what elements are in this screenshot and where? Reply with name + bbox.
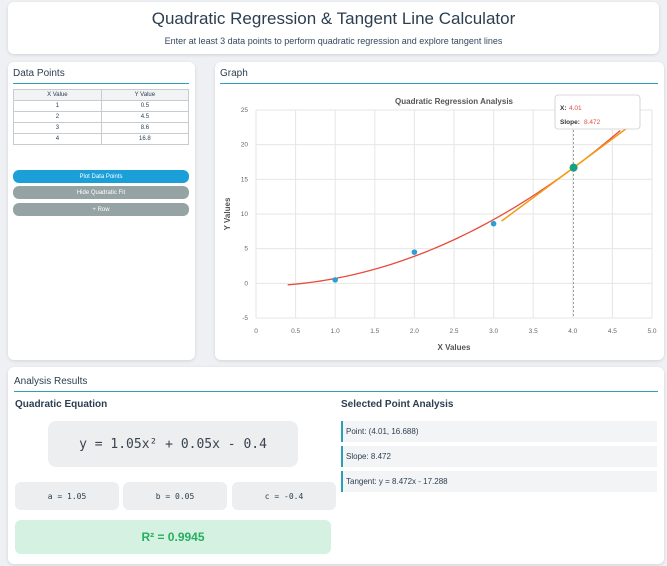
tooltip-x-label: X: [560,105,567,112]
table-row: 1 0.5 [13,100,190,112]
y-value-cell[interactable]: 4.5 [100,111,190,123]
selected-point-title: Selected Point Analysis [341,399,454,410]
x-tick-label: 2.5 [449,328,458,335]
chart-title: Quadratic Regression Analysis [395,97,514,106]
data-point [332,277,338,283]
x-tick-label: 4.0 [568,328,577,335]
x-tick-label: 2.0 [410,328,419,335]
plot-data-points-button[interactable]: Plot Data Points [13,170,189,183]
slope-info: Slope: 8.472 [341,446,657,467]
data-point [411,249,418,255]
x-value-cell[interactable]: 1 [13,100,102,112]
header: Quadratic Regression & Tangent Line Calc… [8,2,659,54]
graph-title: Graph [220,68,658,84]
tooltip-slope-label: Slope: [560,119,580,126]
coefficient-a: a = 1.05 [15,482,119,510]
data-points-table: X Value Y Value 1 0.5 2 4.5 3 8.6 4 16.8 [13,89,190,145]
y-value-cell[interactable]: 16.8 [100,133,190,145]
x-axis-label: X Values [438,343,471,352]
y-tick-label: 20 [241,142,249,149]
y-axis-label: Y Values [223,197,232,230]
x-tick-label: 1.0 [331,328,340,335]
tangent-line [501,126,629,222]
y-tick-label: 15 [241,176,249,183]
graph-panel: Graph Quadratic Regression Analysis 0 0.5 1… [215,62,664,360]
y-tick-label: 10 [241,211,249,218]
hide-quadratic-fit-button[interactable]: Hide Quadratic Fit [13,186,189,199]
coefficient-c: c = -0.4 [232,482,336,510]
analysis-results-panel: Analysis Results Quadratic Equation Sele… [8,367,664,564]
equation-display: y = 1.05x² + 0.05x - 0.4 [48,421,298,467]
x-value-cell[interactable]: 2 [13,111,102,123]
tangent-equation-info: Tangent: y = 8.472x - 17.288 [341,471,657,492]
x-tick-label: 0.5 [291,328,300,335]
add-row-button[interactable]: + Row [13,203,189,216]
data-points-panel: Data Points X Value Y Value 1 0.5 2 4.5 … [8,62,195,360]
x-value-cell[interactable]: 4 [13,133,102,145]
coefficient-b: b = 0.05 [123,482,227,510]
selected-point-info: Point: (4.01, 16.688) [341,421,657,442]
tooltip-slope-value: 8.472 [584,119,601,126]
page-subtitle: Enter at least 3 data points to perform … [164,36,503,46]
y-tick-label: 25 [241,107,249,114]
y-tick-label: 0 [244,280,248,287]
tooltip-x-value: 4.01 [569,105,582,112]
y-tick-label: 5 [244,246,248,253]
table-row: 3 8.6 [13,122,190,134]
table-row: 2 4.5 [13,111,190,123]
x-tick-label: 5.0 [647,328,656,335]
data-points-title: Data Points [13,68,189,84]
x-tick-label: 4.5 [608,328,617,335]
x-tick-label: 0 [254,328,258,335]
r-squared-badge: R² = 0.9945 [15,520,331,554]
x-tick-label: 1.5 [370,328,379,335]
x-value-cell[interactable]: 3 [13,122,102,134]
data-point [490,220,497,227]
selected-point [569,163,578,172]
column-header-x: X Value [13,89,102,101]
page-title: Quadratic Regression & Tangent Line Calc… [151,9,516,28]
y-value-cell[interactable]: 0.5 [100,100,190,112]
x-tick-label: 3.5 [529,328,538,335]
column-header-y: Y Value [100,89,190,101]
analysis-results-title: Analysis Results [14,376,658,392]
tooltip-box [554,94,641,130]
regression-chart[interactable]: Quadratic Regression Analysis 0 0.5 1.0 1.5 2… [215,62,664,360]
table-row: 4 16.8 [13,133,190,145]
quadratic-equation-title: Quadratic Equation [15,399,108,410]
x-tick-label: 3.0 [489,328,498,335]
y-value-cell[interactable]: 8.6 [100,122,190,134]
y-tick-label: -5 [242,315,248,322]
